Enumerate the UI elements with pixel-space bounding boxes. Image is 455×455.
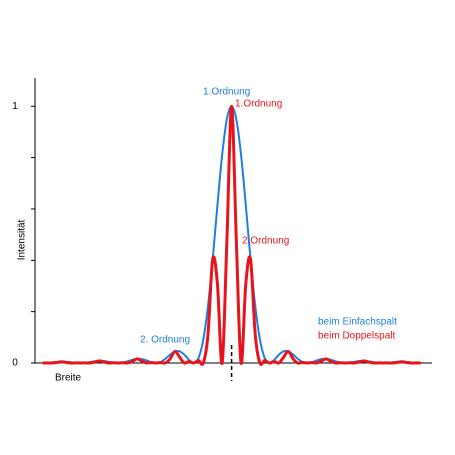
annotation: 1.Ordnung	[203, 87, 250, 98]
x-axis-label: Breite	[55, 373, 82, 384]
y-tick-label: 0	[12, 358, 18, 369]
legend-entry: beim Doppelspalt	[318, 331, 395, 342]
series-line	[42, 104, 421, 366]
legend-entry: beim Einfachspalt	[318, 317, 397, 328]
annotation: 1.Ordnung	[235, 99, 282, 110]
y-axis-label: Intensität	[17, 219, 28, 260]
annotation: 2. Ordnung	[140, 335, 190, 346]
annotation: 2.Ordnung	[242, 236, 289, 247]
y-tick-label: 1	[12, 101, 18, 112]
